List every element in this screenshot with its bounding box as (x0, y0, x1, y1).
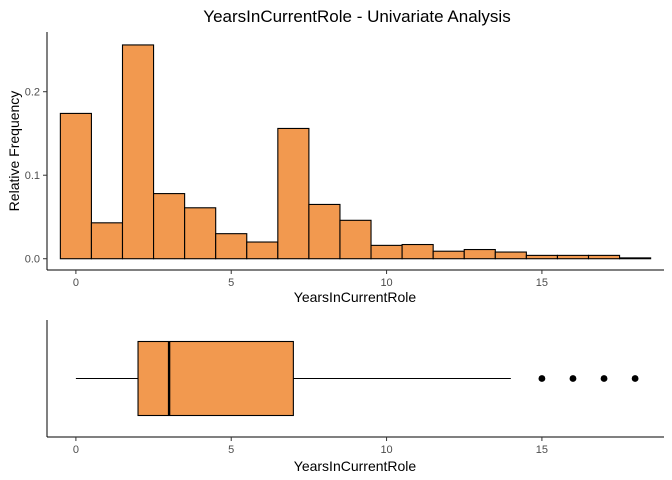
histogram-bar (308, 203, 341, 260)
boxplot-box (137, 340, 294, 417)
histogram-bar (432, 250, 465, 260)
histogram-bar (277, 127, 310, 260)
boxplot-outlier-point (631, 375, 639, 382)
histogram-x-tick-label: 10 (380, 277, 392, 289)
histogram-x-tick-label: 15 (536, 277, 548, 289)
boxplot-marks (75, 340, 639, 417)
boxplot-outlier-point (569, 375, 577, 382)
histogram-bar (525, 254, 558, 260)
histogram-bar (121, 44, 155, 260)
histogram-bar (370, 244, 403, 260)
histogram-y-ticks: 0.0 0.1 0.2 (25, 87, 47, 266)
histogram-bar (587, 254, 621, 260)
boxplot-x-axis-title: YearsInCurrentRole (294, 458, 417, 474)
histogram-x-axis-title: YearsInCurrentRole (294, 289, 417, 305)
boxplot-x-tick-label: 15 (536, 444, 548, 456)
histogram-bar (401, 243, 434, 260)
boxplot-outlier-point (538, 375, 546, 382)
histogram-y-tick-label: 0.2 (25, 87, 40, 99)
histogram-bar (90, 222, 124, 260)
boxplot-x-tick-label: 0 (73, 444, 79, 456)
histogram-panel: 0.0 0.1 0.2 0 5 10 15 YearsInCurrentRole Rela… (6, 32, 664, 305)
histogram-bar (59, 112, 92, 260)
histogram-bar (153, 193, 186, 260)
boxplot-outlier-point (600, 375, 608, 382)
histogram-bar (184, 207, 217, 260)
histogram-bar (246, 241, 279, 260)
histogram-x-ticks: 0 5 10 15 (73, 270, 548, 289)
histogram-bar (494, 251, 527, 260)
histogram-x-tick-label: 5 (228, 277, 234, 289)
histogram-y-tick-label: 0.0 (25, 254, 40, 266)
boxplot-x-ticks: 0 5 10 15 (73, 437, 548, 456)
histogram-bar (339, 219, 372, 260)
histogram-bar (619, 257, 652, 260)
boxplot-x-tick-label: 5 (228, 444, 234, 456)
histogram-y-tick-label: 0.1 (25, 170, 40, 182)
histogram-bar (556, 254, 590, 260)
histogram-bar (463, 248, 496, 260)
histogram-x-tick-label: 0 (73, 277, 79, 289)
histogram-bar (215, 233, 248, 260)
boxplot-panel: 0 5 10 15 YearsInCurrentRole (46, 320, 664, 474)
boxplot-x-tick-label: 10 (380, 444, 392, 456)
histogram-title: YearsInCurrentRole - Univariate Analysis (203, 7, 510, 26)
histogram-y-axis-title: Relative Frequency (6, 91, 22, 212)
histogram-bars (59, 44, 652, 260)
